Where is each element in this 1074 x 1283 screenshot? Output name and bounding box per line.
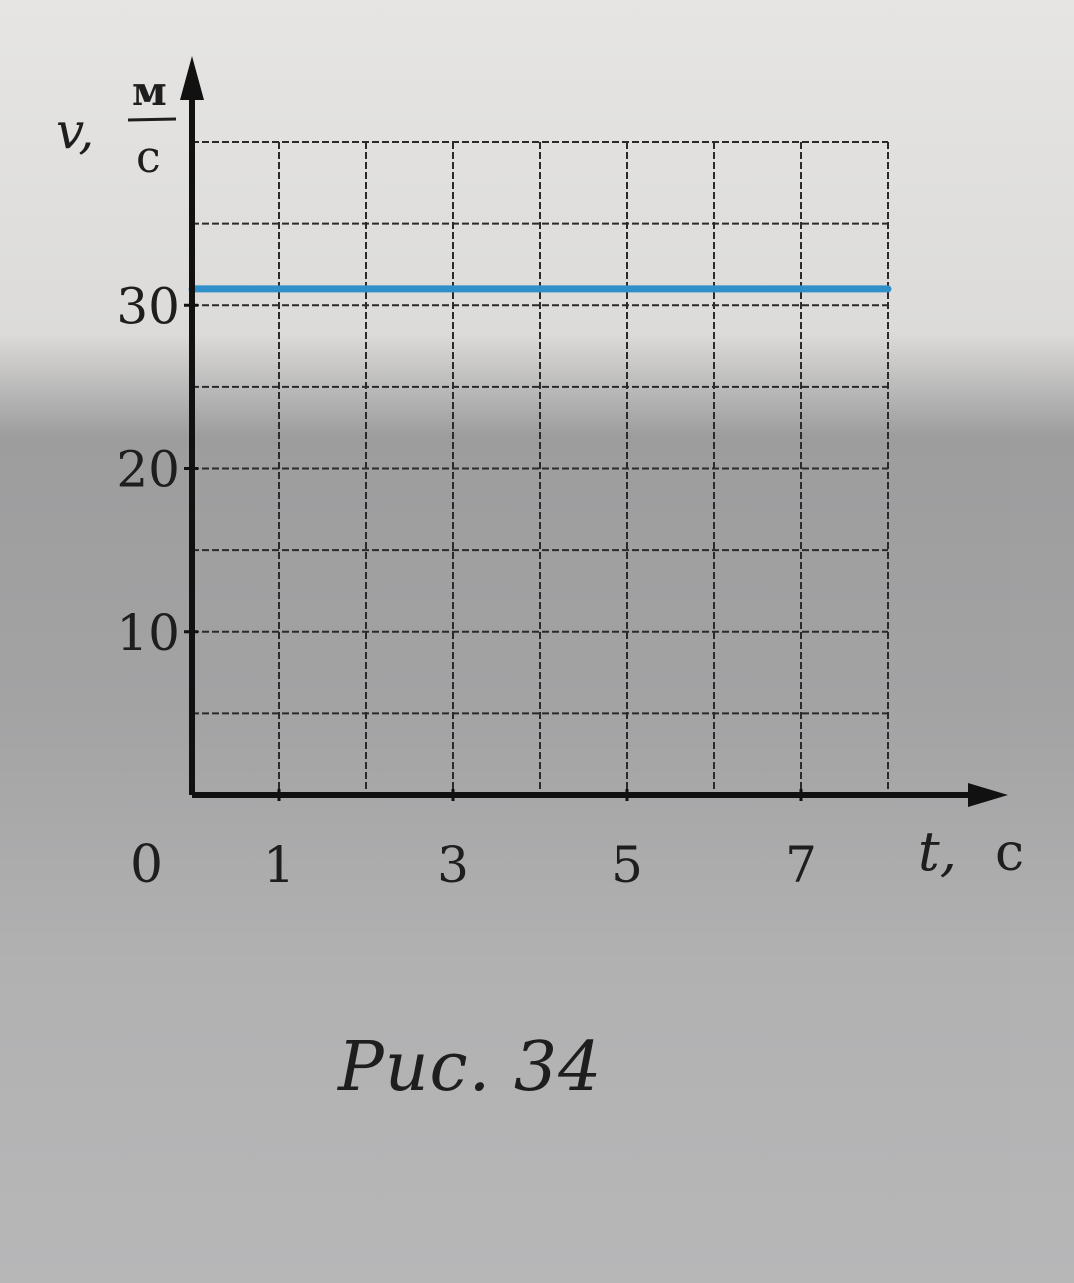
y-axis-unit-denominator: с: [136, 132, 161, 183]
y-tick-label: 20: [116, 441, 180, 499]
y-axis-unit-fraction-bar: [127, 117, 177, 122]
x-tick-label: 3: [437, 836, 469, 894]
grid: [192, 141, 889, 795]
x-axis-symbol: t,: [918, 820, 957, 883]
y-axis-unit-numerator: м: [132, 68, 167, 115]
origin-label: 0: [130, 835, 163, 895]
y-tick-label: 10: [116, 604, 180, 662]
y-axis-arrow: [180, 56, 204, 100]
x-axis-arrow: [968, 783, 1008, 807]
x-axis-unit: с: [995, 823, 1024, 883]
tick-labels: 1 3 5 7 10 20 30: [116, 277, 817, 894]
figure-caption: Рис. 34: [338, 1028, 603, 1107]
x-tick-label: 5: [611, 836, 643, 894]
y-axis-symbol: v,: [56, 102, 94, 160]
x-tick-label: 7: [785, 836, 817, 894]
x-tick-label: 1: [263, 836, 295, 894]
y-tick-label: 30: [116, 277, 180, 335]
axes: [180, 56, 1008, 807]
